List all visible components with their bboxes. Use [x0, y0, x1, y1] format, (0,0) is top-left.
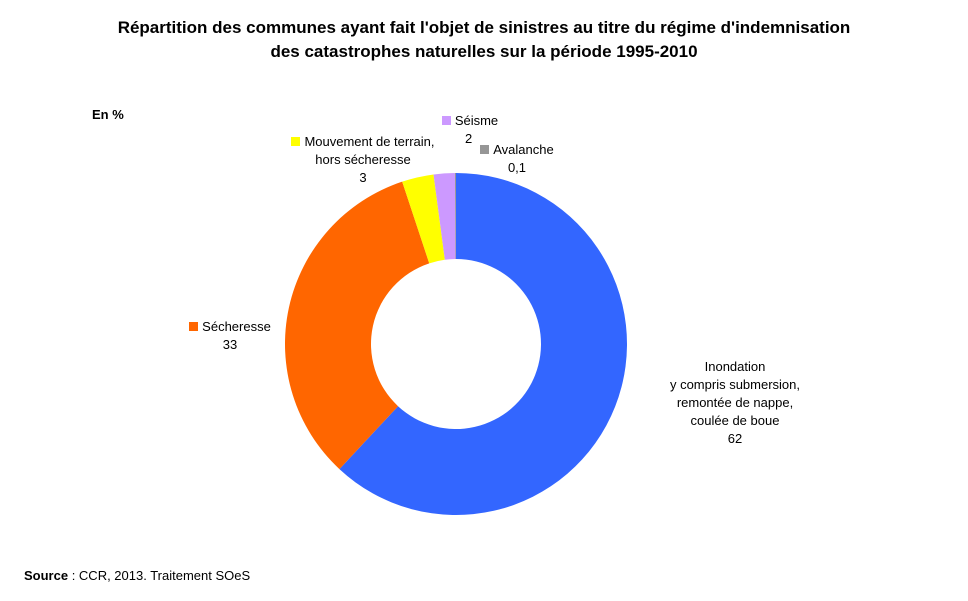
slice-label-line: Sécheresse: [168, 318, 292, 336]
slice-label-line: y compris submersion,: [669, 377, 801, 392]
slice-value-avalanche: 0,1: [507, 160, 527, 175]
legend-swatch-mouvement-terrain: [291, 137, 301, 146]
slice-label-inondation: Inondation y compris submersion, remonté…: [602, 358, 820, 448]
slice-inondation: [339, 173, 627, 515]
slice-label-mouvement-terrain: Mouvement de terrain, hors sécheresse 3: [268, 133, 458, 187]
legend-swatch-inondation: [602, 365, 611, 374]
slice-label-avalanche: Avalanche 0,1: [462, 141, 572, 177]
slice-label-seisme: Séisme 2: [420, 112, 520, 148]
source-text: : CCR, 2013. Traitement SOeS: [68, 568, 251, 583]
unit-label: En %: [92, 107, 124, 122]
slice-label-line: coulée de boue: [690, 413, 780, 428]
slice-secheresse: [285, 181, 430, 470]
slice-label-line: Mouvement de terrain,: [268, 133, 458, 151]
chart-title-line-1: Répartition des communes ayant fait l'ob…: [117, 18, 851, 37]
legend-swatch-secheresse: [189, 322, 199, 331]
slice-avalanche: [454, 173, 456, 260]
slice-label-line: hors sécheresse: [315, 152, 411, 167]
slice-seisme: [433, 173, 456, 260]
source-label: Source: [24, 568, 69, 583]
slice-label-line: remontée de nappe,: [676, 395, 794, 410]
slice-value-seisme: 2: [465, 131, 473, 146]
slice-label-line: Avalanche: [462, 141, 572, 159]
slice-value-inondation: 62: [727, 431, 743, 446]
slice-value-secheresse: 33: [222, 337, 238, 352]
chart-title: Répartition des communes ayant fait l'ob…: [0, 16, 968, 64]
legend-swatch-avalanche: [480, 145, 490, 154]
slice-label-line: Séisme: [420, 112, 520, 130]
slice-value-mouvement-terrain: 3: [359, 170, 367, 185]
chart-title-line-2: des catastrophes naturelles sur la pério…: [270, 42, 698, 61]
slice-mouvement-terrain: [402, 174, 445, 264]
slice-label-secheresse: Sécheresse 33: [168, 318, 292, 354]
legend-swatch-seisme: [441, 116, 451, 125]
slice-label-line: Inondation: [704, 359, 766, 374]
source-note: Source : CCR, 2013. Traitement SOeS: [24, 568, 250, 583]
